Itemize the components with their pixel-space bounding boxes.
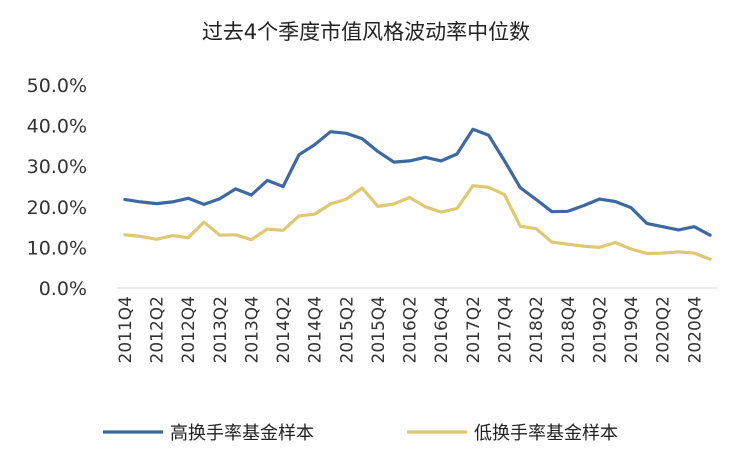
plot-lines xyxy=(123,127,712,261)
x-tick-label: 2013Q4 xyxy=(242,296,262,363)
legend: 高换手率基金样本 低换手率基金样本 xyxy=(103,423,618,444)
x-tick-label: 2012Q2 xyxy=(148,296,168,363)
x-tick-label: 2016Q4 xyxy=(432,296,452,363)
x-tick-label: 2015Q4 xyxy=(369,296,389,363)
y-axis-ticks: 0.0% 10.0% 20.0% 30.0% 40.0% 50.0% xyxy=(27,75,87,300)
x-tick-label: 2014Q4 xyxy=(306,296,326,363)
y-tick-label: 40.0% xyxy=(27,116,87,138)
x-tick-label: 2016Q2 xyxy=(401,296,421,363)
y-tick-label: 20.0% xyxy=(27,197,87,219)
y-tick-label: 0.0% xyxy=(39,278,87,300)
x-tick-label: 2011Q4 xyxy=(116,296,136,363)
series-line-2 xyxy=(123,184,712,261)
legend-label-1: 高换手率基金样本 xyxy=(170,423,314,444)
legend-label-2: 低换手率基金样本 xyxy=(474,423,618,444)
x-tick-label: 2019Q2 xyxy=(590,296,610,363)
x-tick-label: 2017Q2 xyxy=(464,296,484,363)
x-tick-label: 2018Q4 xyxy=(559,296,579,363)
x-tick-label: 2015Q2 xyxy=(337,296,357,363)
x-tick-label: 2018Q2 xyxy=(527,296,547,363)
y-tick-label: 50.0% xyxy=(27,75,87,97)
chart-title: 过去4个季度市值风格波动率中位数 xyxy=(202,20,530,44)
x-tick-label: 2017Q4 xyxy=(495,296,515,363)
series-line-1 xyxy=(123,127,712,237)
x-tick-label: 2012Q4 xyxy=(179,296,199,363)
x-axis-ticks: 2011Q4 2012Q2 2012Q4 2013Q2 2013Q4 2014Q2 2014… xyxy=(116,296,705,363)
x-tick-label: 2020Q4 xyxy=(685,296,705,363)
x-tick-label: 2019Q4 xyxy=(622,296,642,363)
x-tick-label: 2020Q2 xyxy=(654,296,674,363)
y-tick-label: 30.0% xyxy=(27,156,87,178)
y-tick-label: 10.0% xyxy=(27,237,87,259)
x-tick-label: 2013Q2 xyxy=(211,296,231,363)
x-tick-label: 2014Q2 xyxy=(274,296,294,363)
